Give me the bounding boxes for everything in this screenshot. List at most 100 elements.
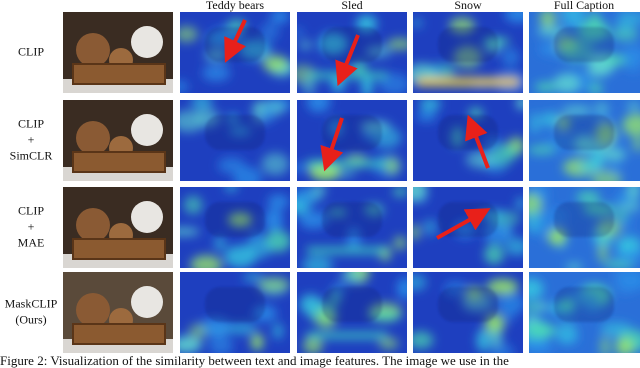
row-label: MaskCLIP	[5, 296, 58, 310]
arrow	[224, 19, 247, 63]
heat-blob	[413, 18, 424, 28]
heatmap	[297, 272, 407, 353]
heat-blobs	[529, 187, 640, 268]
heatmap-shade	[438, 27, 498, 62]
heatmap-shade	[322, 287, 382, 322]
heat-blob	[516, 100, 523, 110]
heat-blob	[529, 112, 541, 134]
heat-blob	[213, 236, 227, 251]
heat-blob	[392, 187, 407, 198]
bear	[76, 293, 110, 327]
heat-blob	[413, 224, 420, 241]
heat-blob	[587, 62, 611, 78]
heat-blob	[180, 336, 202, 353]
heat-blob	[588, 83, 603, 93]
row-label: MAE	[18, 235, 45, 249]
sled	[72, 63, 166, 85]
heat-blob	[384, 157, 400, 175]
heatmap	[297, 187, 407, 268]
heat-blob	[422, 219, 438, 236]
row-label: CLIP	[18, 116, 44, 130]
heat-blob	[272, 322, 283, 340]
row-label: +	[28, 219, 35, 233]
heat-blob	[627, 187, 640, 201]
sled	[72, 323, 166, 345]
heat-blob	[299, 294, 322, 315]
bear	[76, 208, 110, 242]
heat-blob	[535, 302, 548, 311]
heat-blob	[594, 102, 609, 114]
heat-blob	[180, 110, 205, 133]
heat-blob	[622, 46, 640, 67]
heat-blob	[559, 12, 587, 25]
heat-blob	[490, 143, 515, 167]
heat-blob	[599, 335, 611, 353]
column-header: Full Caption	[554, 0, 614, 12]
heatmap-shade	[205, 287, 265, 322]
heat-blob	[484, 244, 504, 265]
heat-blob	[534, 81, 557, 92]
heatmap	[180, 100, 290, 181]
heat-blob	[233, 166, 262, 181]
heat-blob	[413, 187, 427, 203]
heat-blob	[615, 249, 640, 263]
heat-blob	[180, 80, 189, 93]
heat-blob	[465, 151, 498, 169]
heat-blob	[208, 335, 234, 353]
heatmap-shade	[554, 115, 614, 150]
heat-blob	[626, 101, 640, 111]
heat-blob	[529, 145, 556, 155]
heat-blob	[180, 26, 199, 43]
heat-blob	[378, 337, 399, 350]
heat-blob	[191, 100, 213, 111]
heat-blob	[529, 209, 541, 233]
heat-blob	[261, 152, 290, 176]
heat-blobs	[299, 272, 407, 353]
photo	[63, 272, 173, 353]
heat-band	[307, 72, 387, 79]
heatmap-shade	[205, 202, 265, 237]
heat-blob	[267, 194, 290, 210]
heat-blob	[539, 12, 557, 28]
heatmap-shade	[554, 27, 614, 62]
heat-blob	[306, 100, 331, 113]
heatmap-shade	[322, 202, 382, 237]
heat-blob	[262, 104, 275, 124]
heat-blob	[597, 242, 608, 263]
heat-blob	[576, 191, 601, 204]
heat-band	[307, 332, 387, 339]
bear	[76, 33, 110, 67]
heat-blob	[616, 12, 635, 33]
heat-blob	[224, 245, 257, 268]
heat-blob	[396, 277, 407, 300]
heat-blob	[622, 113, 640, 137]
heat-blob	[529, 323, 556, 338]
heat-blob	[608, 161, 621, 175]
row-label: +	[28, 132, 35, 146]
bear	[76, 121, 110, 155]
heat-blob	[501, 48, 520, 67]
heat-blob	[260, 21, 280, 42]
heat-blob	[250, 333, 264, 351]
column-header: Sled	[341, 0, 362, 12]
heat-blob	[616, 202, 640, 212]
heatmap	[413, 100, 523, 181]
bear	[131, 286, 163, 318]
heat-blob	[589, 12, 601, 30]
heat-blob	[183, 195, 203, 215]
heat-blob	[490, 328, 503, 349]
photo	[63, 12, 173, 93]
row-label: (Ours)	[15, 312, 46, 326]
heat-blob	[190, 255, 223, 268]
heat-blob	[270, 12, 290, 24]
heat-blob	[529, 278, 544, 300]
arrow	[320, 117, 344, 172]
heat-blob	[476, 328, 490, 353]
bear	[131, 114, 163, 146]
heat-blob	[393, 235, 407, 251]
heat-blob	[578, 160, 599, 173]
heatmap-shade	[438, 115, 498, 150]
heat-blob	[257, 277, 290, 292]
heatmap	[413, 272, 523, 353]
column-header: Teddy bears	[206, 0, 264, 12]
